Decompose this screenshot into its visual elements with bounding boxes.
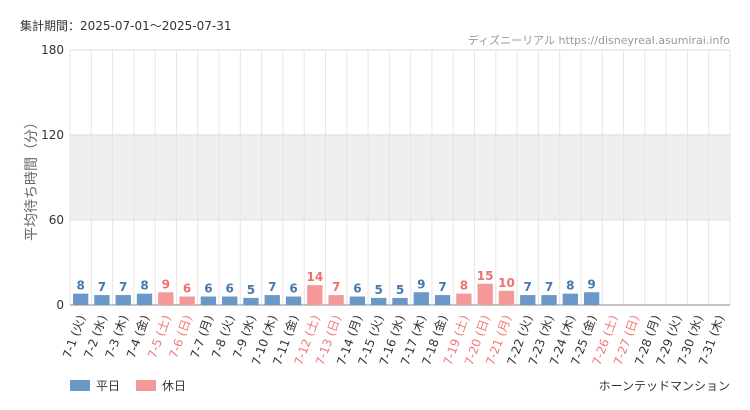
y-tick-label: 180: [41, 43, 64, 57]
data-label: 7: [268, 280, 276, 294]
x-tick-labels: 7-1 (火)7-2 (水)7-3 (木)7-4 (金)7-5 (土)7-6 (…: [60, 313, 727, 367]
bar: [583, 292, 600, 305]
period-label: 集計期間：2025-07-01～2025-07-31: [20, 19, 232, 33]
data-label: 5: [396, 283, 404, 297]
data-label: 7: [98, 280, 106, 294]
legend: 平日 休日: [70, 377, 202, 394]
bar: [392, 297, 408, 305]
bar: [115, 295, 131, 305]
bar: [200, 296, 217, 305]
legend-swatch-weekday: [70, 380, 90, 391]
data-label: 7: [119, 280, 127, 294]
data-label: 7: [524, 280, 532, 294]
bar: [477, 283, 493, 305]
bar: [94, 295, 110, 305]
y-axis-label: 平均待ち時間（分）: [24, 115, 40, 241]
data-label: 6: [289, 282, 297, 296]
bar: [541, 295, 557, 305]
bar: [328, 295, 344, 305]
bar: [456, 293, 472, 305]
data-label: 6: [225, 282, 233, 296]
legend-label-weekday: 平日: [96, 379, 121, 393]
data-label: 8: [140, 279, 148, 293]
bar: [371, 297, 387, 305]
bar: [285, 296, 302, 305]
data-label: 9: [162, 277, 170, 291]
legend-label-holiday: 休日: [162, 379, 187, 393]
bar: [222, 296, 238, 305]
data-label: 10: [498, 276, 515, 290]
legend-swatch-holiday: [136, 380, 157, 391]
data-label: 6: [183, 282, 191, 296]
bar: [562, 293, 578, 305]
data-label: 14: [306, 270, 323, 284]
data-label: 6: [204, 282, 212, 296]
bar: [72, 293, 89, 305]
y-tick-label: 120: [41, 128, 64, 142]
data-label: 5: [247, 283, 255, 297]
data-label: 7: [332, 280, 340, 294]
data-label: 9: [587, 277, 595, 291]
bar: [243, 297, 259, 305]
bar: [520, 295, 536, 305]
bars: [72, 283, 600, 305]
plot-band: [70, 135, 730, 220]
bar: [158, 292, 174, 305]
data-label: 8: [460, 279, 468, 293]
data-label: 9: [417, 277, 425, 291]
bar: [136, 293, 153, 305]
source-label: ディズニーリアル https://disneyreal.asumirai.inf…: [467, 34, 730, 47]
data-label: 6: [353, 282, 361, 296]
bar: [413, 292, 429, 305]
bar: [264, 295, 280, 305]
data-label: 15: [477, 269, 494, 283]
bar: [434, 295, 451, 305]
bar: [179, 296, 195, 305]
data-label: 8: [566, 279, 574, 293]
legend-item-holiday: 休日: [136, 377, 186, 394]
bar: [307, 285, 323, 305]
y-tick-label: 0: [56, 298, 64, 312]
grid-lines: [69, 49, 731, 306]
legend-item-weekday: 平日: [70, 377, 120, 394]
data-label: 8: [76, 279, 84, 293]
bar: [498, 290, 515, 305]
data-label: 5: [375, 283, 383, 297]
y-axis: 0 60 120 180: [41, 43, 64, 312]
data-label: 7: [545, 280, 553, 294]
data-label: 7: [438, 280, 446, 294]
bar: [349, 296, 366, 305]
y-tick-label: 60: [49, 213, 64, 227]
attraction-name: ホーンテッドマンション: [598, 379, 730, 393]
